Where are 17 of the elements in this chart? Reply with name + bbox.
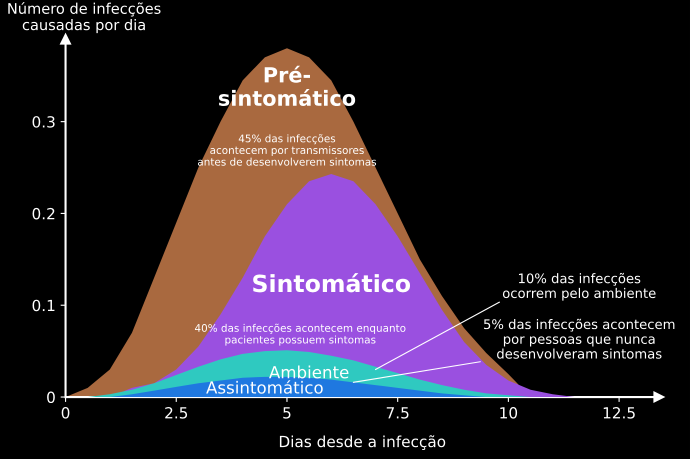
series-label: Ambiente [269, 366, 348, 378]
x-tick-label: 5 [283, 407, 290, 419]
y-tick-label: 0 [47, 392, 55, 404]
x-axis-title: Dias desde a infecção [280, 435, 446, 450]
series-label: Assintomático [206, 380, 323, 394]
y-axis-title: Número de infecções causadas por dia [8, 2, 161, 34]
annotation: 10% das infecções ocorrem pelo ambiente [502, 272, 656, 301]
y-tick-label: 0.1 [32, 300, 54, 312]
x-tick-label: 7.5 [386, 407, 408, 419]
x-tick-label: 2.5 [165, 407, 188, 419]
series-label: Sintomático [253, 273, 410, 292]
x-tick-label: 12.5 [604, 407, 635, 419]
x-tick-label: 0 [62, 407, 70, 419]
annotation: 5% das infecções acontecem por pessoas que nunca desenvolveram sintomas [484, 318, 674, 359]
y-tick-label: 0.2 [32, 208, 54, 220]
y-tick-label: 0.3 [32, 116, 55, 128]
x-tick-label: 10 [500, 407, 518, 419]
